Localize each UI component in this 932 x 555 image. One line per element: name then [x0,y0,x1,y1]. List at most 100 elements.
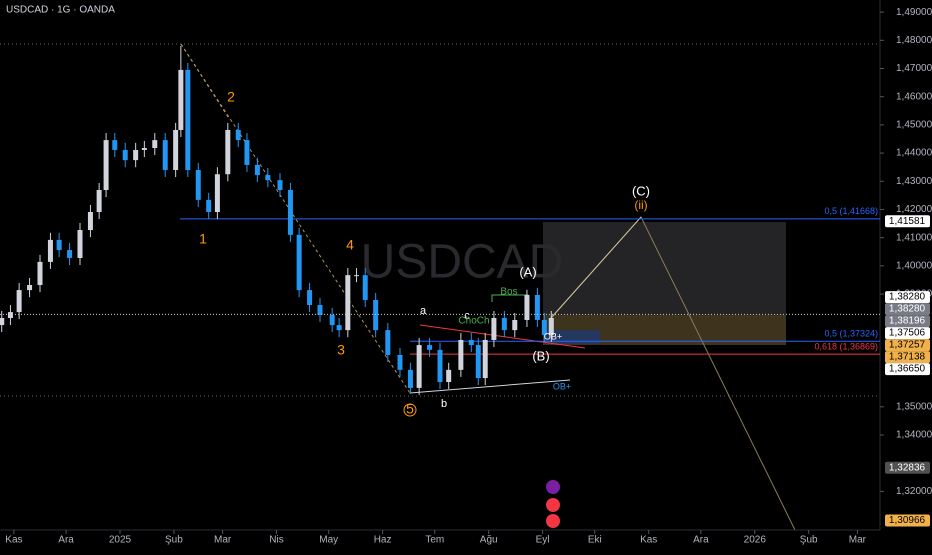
candle-body [354,275,360,277]
y-tick-label: 1,42000 [896,204,932,215]
annotation: 1 [199,231,207,247]
x-tick-label: 2025 [109,535,132,546]
annotation: b [441,398,447,410]
candle-body [254,164,260,176]
candle-body [103,140,109,191]
candle-body [16,290,22,313]
candle-body [0,318,5,326]
candle-body [56,239,62,251]
candle-body [27,285,33,291]
y-tick-label: 1,32000 [896,486,932,497]
fib-label: 0,618 (1,36869) [814,341,878,351]
annotation: (C) [632,183,650,198]
candle-body [362,275,368,300]
y-tick-label: 1,40000 [896,260,932,271]
event-icon[interactable] [546,480,560,494]
price-badge [885,291,930,304]
y-tick-label: 1,49000 [896,7,932,18]
candle-body [446,369,452,382]
candle-body [96,190,102,212]
candle-body [235,129,241,141]
wave-circle [403,403,417,417]
event-icon[interactable] [546,498,560,512]
candle-body [512,319,518,331]
annotation: OB+ [544,331,562,341]
candle-body [133,149,139,161]
x-tick-label: Mar [849,535,867,546]
candle-body [437,349,443,382]
x-tick-label: Mar [214,535,232,546]
y-tick-label: 1,48000 [896,35,932,46]
x-tick-label: Tem [425,535,444,546]
price-badge-label: 1,37257 [889,340,926,351]
annotation: 4 [346,237,354,253]
x-tick-label: Şub [165,535,183,546]
candle-body [7,312,13,318]
candle-body [87,212,93,231]
candle-body [67,250,73,258]
candle-body [265,175,271,181]
annotation: 5 [406,401,414,417]
price-badge-label: 1,37138 [889,352,926,363]
candle-body [178,69,184,130]
y-tick-label: 1,41000 [896,232,932,243]
candle-body [336,325,342,331]
price-badge [885,351,930,364]
candle-body [541,319,547,335]
annotation: c [464,310,470,322]
candle-body [277,180,283,191]
candle-body [524,294,530,320]
price-badge-label: 1,38280 [889,304,926,315]
annotation: 2 [227,89,235,105]
watermark: USDCAD [361,236,564,289]
candle-body [225,129,231,175]
price-badge [885,514,930,527]
candle-body [37,261,43,286]
candle-body [475,345,481,379]
candle-body [214,174,220,212]
x-tick-label: Ara [58,535,74,546]
order-block [545,330,600,344]
fib-label: 0,5 (1,41668) [824,206,878,216]
fib-label: 0,5 (1,37324) [824,329,878,339]
candle-body [162,140,168,170]
candle-body [501,318,507,331]
candle-body [482,339,488,379]
price-badge [885,327,930,340]
y-tick-label: 1,34000 [896,430,932,441]
annotation: a [420,305,427,317]
trend-line [419,324,586,349]
x-tick-label: Şub [800,535,818,546]
candle-body [195,169,201,200]
candle-body [47,239,53,262]
price-badge [885,303,930,316]
price-badge [885,363,930,376]
price-badge-label: 1,36650 [889,364,926,375]
y-tick-label: 1,35000 [896,401,932,412]
bos-marker [491,294,528,302]
y-tick-label: 1,46000 [896,91,932,102]
x-tick-label: Eyl [536,535,550,546]
price-badge-label: 1,30966 [889,515,926,526]
annotation: (B) [532,348,549,363]
candle-body [397,354,403,370]
x-tick-label: Eki [588,535,602,546]
candle-body [491,318,497,340]
event-icon[interactable] [546,514,560,528]
price-badge [885,461,930,474]
price-badge-label: 1,38196 [889,316,926,327]
x-tick-label: 2026 [744,535,767,546]
candle-body [416,345,422,388]
candle-body [385,330,391,355]
candle-body [329,314,335,326]
candle-body [317,305,323,315]
candle-body [141,148,147,150]
y-tick-label: 1,44000 [896,148,932,159]
candle-body [548,318,554,335]
candle-body [307,290,313,306]
y-tick-label: 1,47000 [896,63,932,74]
x-tick-label: May [319,535,338,546]
y-tick-label: 1,43000 [896,176,932,187]
candle-body [173,129,179,170]
